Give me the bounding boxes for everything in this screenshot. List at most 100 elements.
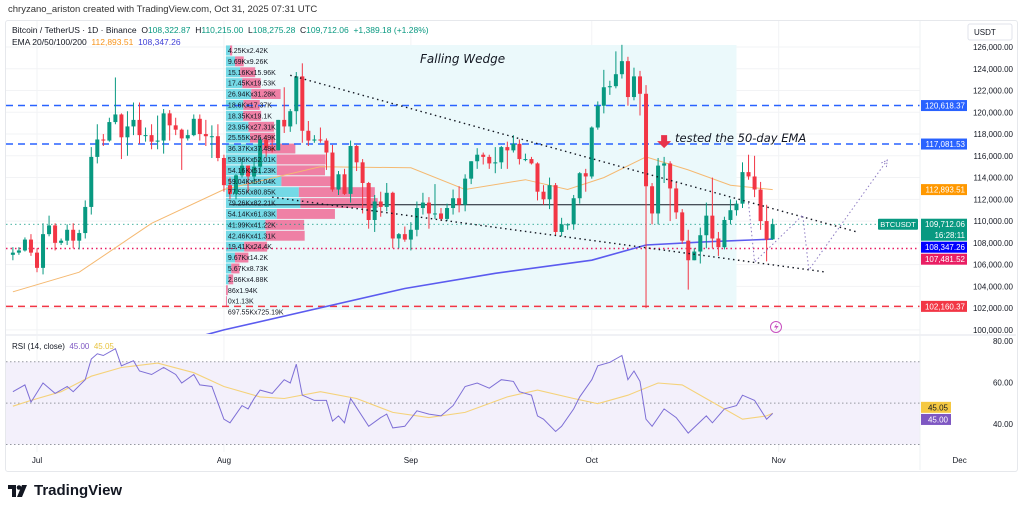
price-tag-label: 112,893.51	[926, 186, 966, 195]
candle	[420, 192, 425, 215]
candle-body	[517, 143, 522, 160]
candle-body	[535, 163, 540, 192]
tradingview-logo[interactable]: TradingView	[8, 482, 122, 499]
ema-50-value: 112,893.51	[91, 37, 134, 47]
candle	[294, 72, 299, 125]
candle	[565, 223, 570, 230]
candle-body	[451, 198, 456, 209]
candle	[191, 114, 196, 137]
volume-profile-up-bar	[225, 165, 277, 176]
volume-profile-down-bar	[231, 263, 240, 274]
volume-profile-label: 54.16Kx51.23K	[228, 168, 276, 175]
ema-label[interactable]: EMA 20/50/100/200	[12, 37, 87, 47]
candle	[734, 200, 739, 216]
candle-body	[143, 135, 148, 137]
time-axis-label: Jul	[32, 456, 42, 465]
candle	[469, 161, 474, 185]
candle-body	[288, 111, 293, 127]
volume-profile-up-bar	[225, 252, 236, 263]
candle-body	[390, 192, 395, 239]
candle	[728, 199, 733, 225]
ema-200-line	[205, 238, 773, 334]
volume-profile-down-bar	[281, 176, 334, 187]
candle-body	[28, 239, 33, 253]
volume-profile-label: 9.69Kx9.26K	[228, 59, 268, 66]
candle	[686, 229, 691, 290]
candle	[113, 77, 118, 125]
candle	[378, 191, 383, 217]
candle-body	[35, 252, 39, 268]
candle	[457, 186, 462, 213]
candle-body	[77, 233, 82, 241]
price-tick-label: 102,000.00	[973, 304, 1014, 313]
volume-profile-label: 26.94Kx31.28K	[228, 92, 276, 99]
time-axis-label: Aug	[217, 456, 231, 465]
candle-body	[439, 213, 444, 219]
tradingview-logo-icon	[8, 484, 27, 497]
candle-body	[613, 74, 618, 87]
candle-body	[547, 185, 552, 200]
candle-body	[179, 129, 184, 139]
price-tag	[921, 253, 967, 265]
candle-body	[710, 215, 715, 239]
candle	[716, 231, 721, 256]
volume-profile-up-bar	[225, 56, 236, 67]
candle-body	[414, 208, 419, 230]
close-label: C	[300, 25, 307, 35]
price-tick-label: 106,000.00	[973, 261, 1014, 270]
symbol-name[interactable]: Bitcoin / TetherUS · 1D · Binance	[12, 25, 137, 35]
candle	[529, 156, 534, 165]
candle-body	[59, 240, 64, 243]
time-axis-label: Nov	[772, 456, 786, 465]
rsi-label[interactable]: RSI (14, close)	[12, 342, 65, 351]
price-tick-label: 112,000.00	[974, 195, 1014, 204]
attribution: chryzano_ariston created with TradingVie…	[8, 4, 318, 15]
candle	[209, 125, 214, 158]
candle-body	[746, 172, 751, 177]
candle	[306, 120, 311, 147]
rsi-tick-label: 60.00	[993, 378, 1014, 387]
candle	[613, 51, 618, 89]
candle-body	[372, 201, 377, 220]
candle-body	[240, 165, 245, 176]
rsi-ma-value: 45.05	[93, 342, 114, 351]
volume-profile-down-bar	[265, 230, 305, 241]
lightning-icon[interactable]	[770, 321, 782, 333]
candle	[10, 247, 15, 261]
chart-legend: Bitcoin / TetherUS · 1D · Binance O108,3…	[12, 24, 429, 48]
candle-body	[396, 234, 401, 239]
volume-profile-label: 41.99Kx41.22K	[228, 222, 276, 229]
candle	[577, 172, 582, 204]
volume-profile-down-bar	[243, 110, 262, 121]
volume-profile-up-bar	[225, 78, 243, 89]
candle-body	[282, 119, 287, 127]
candle	[372, 194, 377, 232]
candle	[638, 70, 642, 116]
candle	[680, 209, 685, 244]
candle-body	[83, 206, 88, 234]
candle	[463, 174, 468, 212]
candle	[227, 177, 232, 200]
candle	[47, 215, 52, 237]
candle	[402, 226, 407, 242]
candle-body	[252, 166, 257, 177]
price-tick-label: 108,000.00	[973, 239, 1014, 248]
candle	[656, 157, 661, 225]
rsi-ma-line	[12, 362, 773, 420]
candle-body	[221, 157, 226, 186]
candle-body	[463, 178, 468, 205]
candle	[312, 135, 317, 143]
ema-test-annotation: tested the 50-day EMA	[675, 131, 806, 145]
price-tick-label: 100,000.00	[973, 326, 1014, 335]
price-tick-label: 120,000.00	[973, 108, 1014, 117]
wedge-trendline	[290, 74, 858, 233]
rsi-pane	[6, 336, 920, 452]
candle	[704, 202, 709, 249]
volume-profile-up-bar	[225, 219, 266, 230]
volume-profile-down-bar	[228, 274, 234, 285]
time-axis-label: Sep	[404, 456, 419, 465]
high-value: 110,215.00	[201, 25, 244, 35]
volume-profile-up-bar	[225, 187, 299, 198]
candle	[22, 237, 27, 252]
